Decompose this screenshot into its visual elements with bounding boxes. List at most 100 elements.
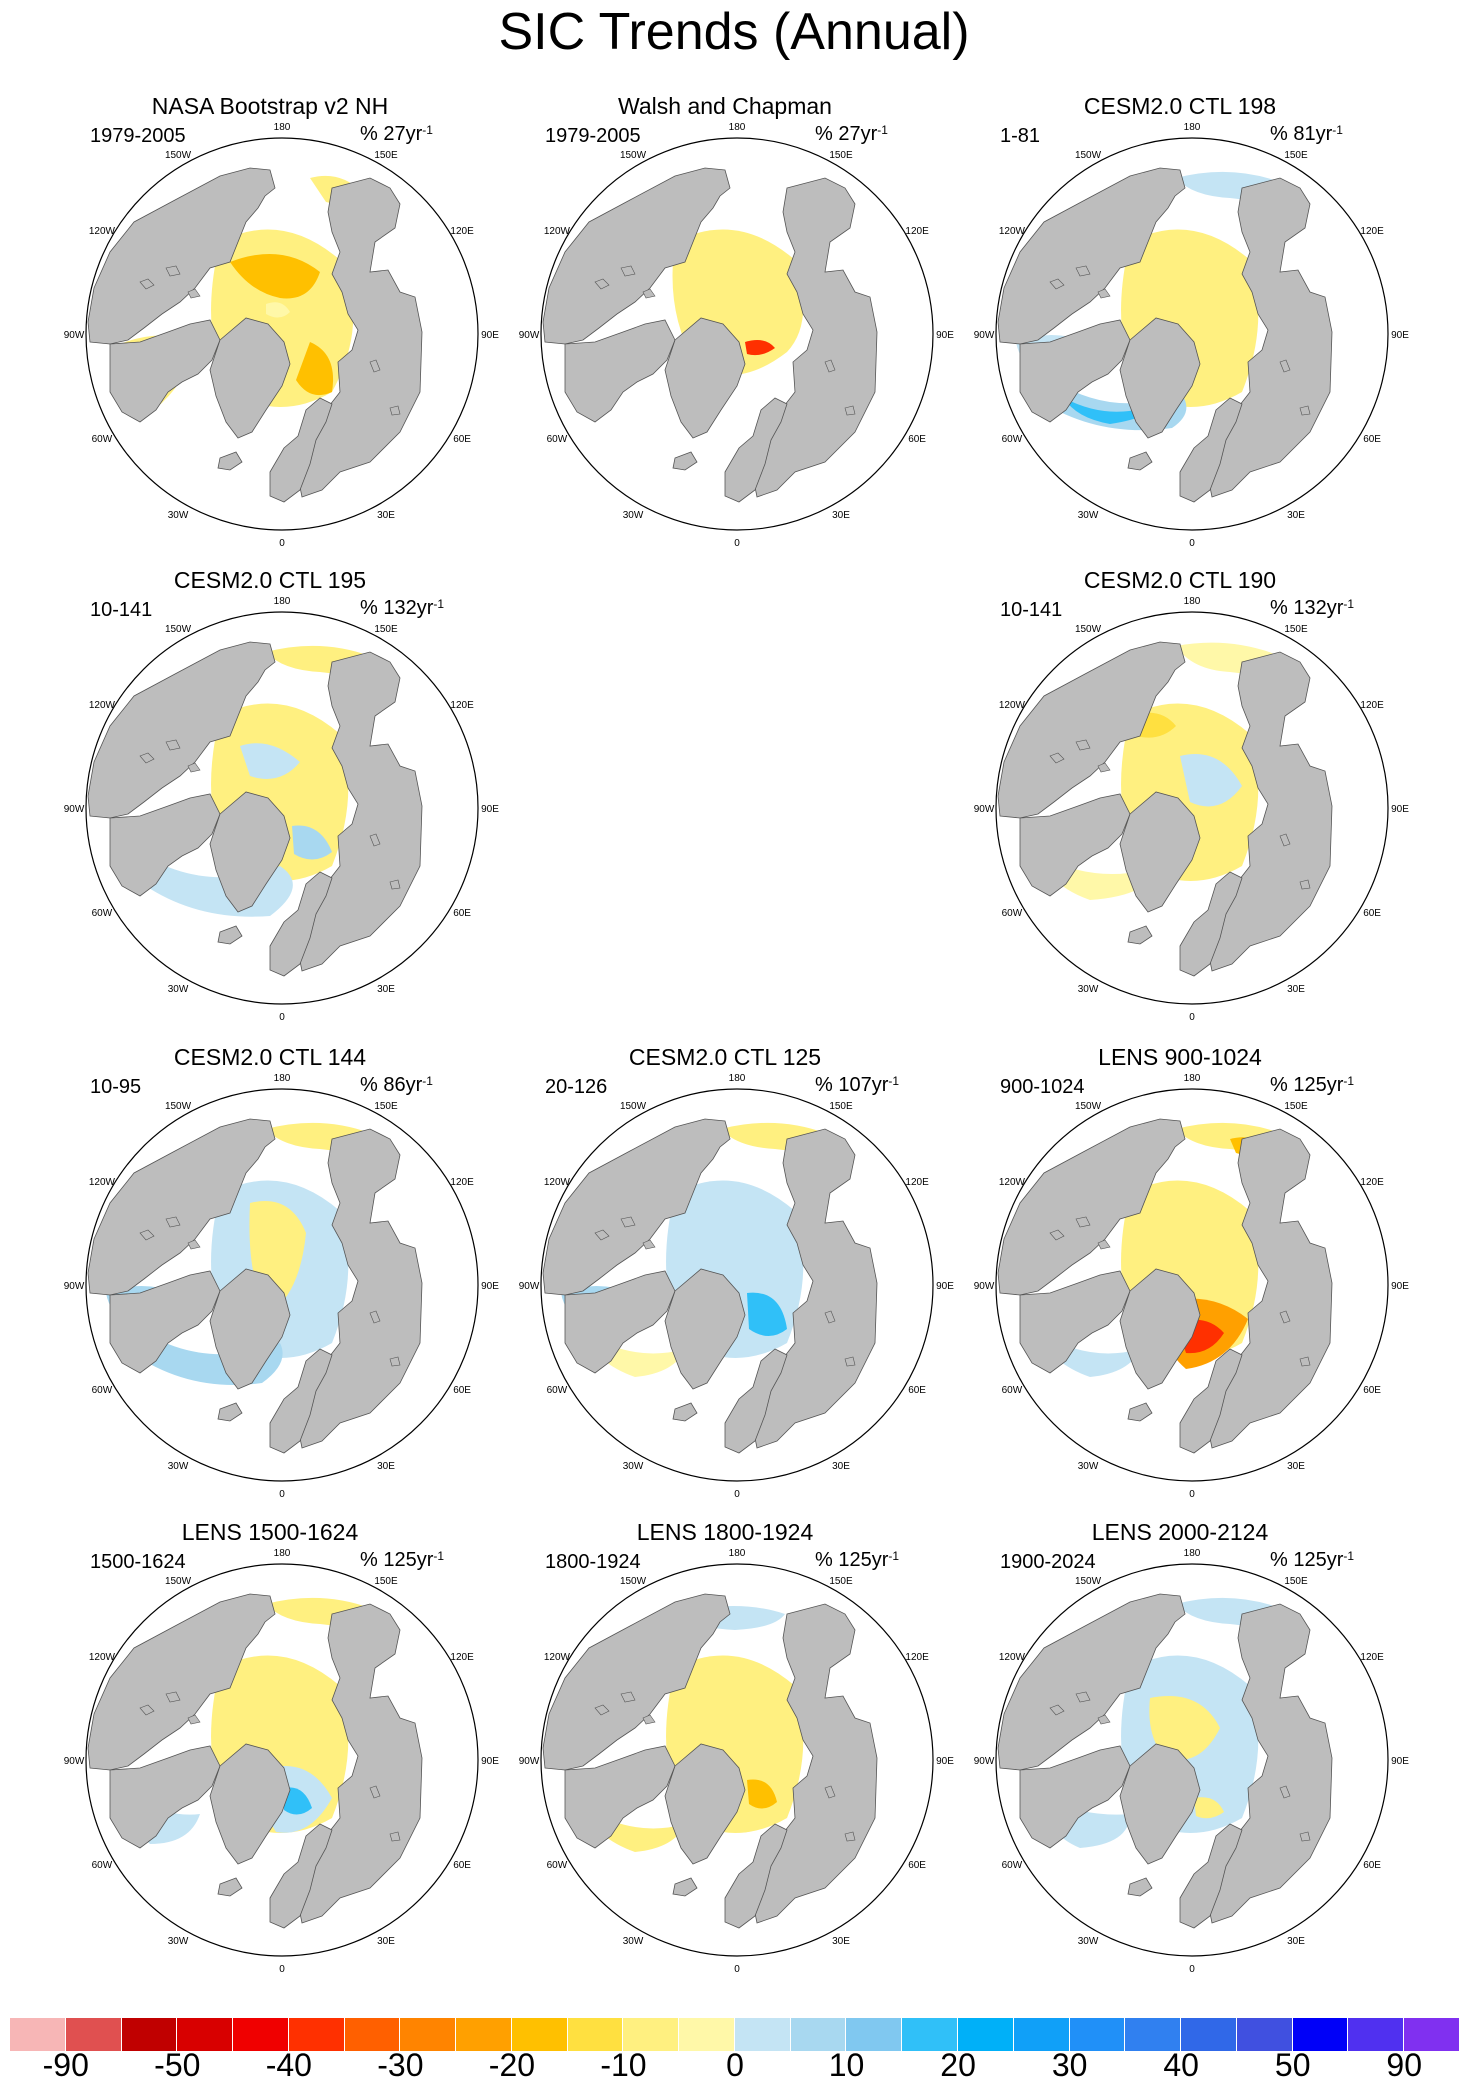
island <box>139 1704 155 1716</box>
longitude-label: 60W <box>92 1860 113 1871</box>
map-boundary <box>85 137 479 531</box>
land-mass <box>217 1402 243 1422</box>
longitude-label: 60W <box>1002 908 1023 919</box>
longitude-label: 180 <box>1184 122 1201 133</box>
island <box>1049 752 1065 764</box>
map-boundary <box>85 1563 479 1957</box>
panel-period: 1979-2005 <box>90 125 186 147</box>
longitude-label: 0 <box>279 1964 285 1975</box>
longitude-label: 30W <box>623 510 644 521</box>
sic-trend-region <box>284 1787 312 1815</box>
island <box>187 288 201 299</box>
longitude-label: 60E <box>1363 1860 1381 1871</box>
longitude-label: 90W <box>64 1756 85 1767</box>
colorbar-swatch <box>1069 2018 1126 2051</box>
sic-trend-region <box>585 1808 685 1852</box>
panel-title: LENS 1800-1924 <box>636 1519 814 1545</box>
colorbar-tick-label: 90 <box>1386 2047 1423 2083</box>
longitude-label: 0 <box>279 1489 285 1500</box>
longitude-label: 60E <box>453 908 471 919</box>
longitude-label: 180 <box>729 122 746 133</box>
longitude-label: 150W <box>620 150 647 161</box>
panel-units-text: % 81yr <box>1270 123 1333 145</box>
longitude-label: 150E <box>374 624 398 635</box>
land-mass <box>564 1745 676 1849</box>
sic-trend-region <box>747 1779 777 1809</box>
land-mass <box>1119 317 1201 439</box>
land-mass <box>1119 1268 1201 1390</box>
longitude-label: 150W <box>165 150 192 161</box>
colorbar-swatch <box>10 2018 66 2051</box>
map-content <box>997 641 1333 977</box>
island <box>1075 265 1091 277</box>
map-panel: CESM2.0 CTL 190 10-141 % 132yr-1 180 150E 120… <box>974 566 1410 1036</box>
land-mass <box>564 1270 676 1374</box>
land-mass <box>87 641 276 819</box>
longitude-label: 30E <box>1287 1936 1305 1947</box>
land-mass <box>1119 1743 1201 1865</box>
land-mass <box>1127 925 1153 945</box>
longitude-label: 120E <box>1360 226 1384 237</box>
island <box>824 1310 836 1324</box>
panel-title: LENS 2000-2124 <box>1091 1519 1269 1545</box>
panel-units-text: % 27yr <box>360 123 423 145</box>
island <box>642 288 656 299</box>
island <box>187 762 201 773</box>
longitude-label: 60E <box>908 1385 926 1396</box>
sic-trend-region <box>747 1292 787 1336</box>
island <box>165 739 181 751</box>
island <box>824 359 836 373</box>
island <box>1075 739 1091 751</box>
panel-units: % 125yr-1 <box>1270 1548 1354 1572</box>
map-panel: CESM2.0 CTL 195 10-141 % 132yr-1 180 150E 120… <box>64 566 500 1036</box>
panel-units-text: % 86yr <box>360 1074 423 1096</box>
longitude-label: 120W <box>544 1652 571 1663</box>
land-mass <box>1019 793 1131 897</box>
island <box>369 1310 381 1324</box>
colorbar-swatch <box>177 2018 234 2051</box>
longitude-label: 120E <box>450 1177 474 1188</box>
panel-title: LENS 900-1024 <box>1098 1044 1262 1070</box>
sic-trend-region <box>1040 856 1160 900</box>
longitude-label: 30W <box>623 1461 644 1472</box>
longitude-label: 150E <box>1284 1576 1308 1587</box>
longitude-label: 30E <box>832 510 850 521</box>
map-content <box>542 1118 878 1454</box>
colorbar-swatch <box>233 2018 289 2051</box>
longitude-label: 30E <box>832 1936 850 1947</box>
longitude-label: 30W <box>1078 1936 1099 1947</box>
land-mass <box>664 1268 746 1390</box>
colorbar-labels: -90 -50 -40 -30 -20 -10 0 10 20 30 40 50 90 <box>10 2048 1460 2082</box>
island <box>389 1356 401 1367</box>
panel-units-exponent: -1 <box>888 1549 900 1563</box>
polar-map: 180 150E 120E 90E 60E 30E 0 30W 60W 90W 120W 150W <box>64 596 500 1023</box>
land-mass <box>1179 1348 1243 1454</box>
colorbar-tick-label: -50 <box>154 2047 201 2083</box>
land-mass <box>109 793 221 897</box>
island <box>1299 1356 1311 1367</box>
colorbar-swatch <box>1181 2018 1237 2051</box>
polar-map: 180 150E 120E 90E 60E 30E 0 30W 60W 90W 120W 150W <box>974 1548 1410 1975</box>
longitude-label: 90E <box>1391 1756 1409 1767</box>
land-mass <box>1019 319 1131 423</box>
land-mass <box>672 1402 698 1422</box>
island <box>139 752 155 764</box>
longitude-label: 120E <box>450 700 474 711</box>
land-mass <box>542 1593 731 1771</box>
island <box>165 265 181 277</box>
island <box>1279 1310 1291 1324</box>
colorbar-tick-label: 0 <box>726 2047 744 2083</box>
colorbar-swatch <box>679 2018 735 2051</box>
longitude-label: 180 <box>274 1073 291 1084</box>
island <box>389 1831 401 1842</box>
sic-trend-region <box>1194 1797 1224 1819</box>
longitude-label: 90W <box>64 1281 85 1292</box>
longitude-label: 30W <box>623 1936 644 1947</box>
land-mass <box>109 1745 221 1849</box>
longitude-label: 60W <box>1002 1385 1023 1396</box>
panel-units: % 125yr-1 <box>1270 1073 1354 1097</box>
colorbar-tick-label: 50 <box>1274 2047 1311 2083</box>
longitude-label: 60E <box>453 1860 471 1871</box>
sic-trend-region <box>1180 754 1242 807</box>
colorbar-swatch <box>121 2018 178 2051</box>
